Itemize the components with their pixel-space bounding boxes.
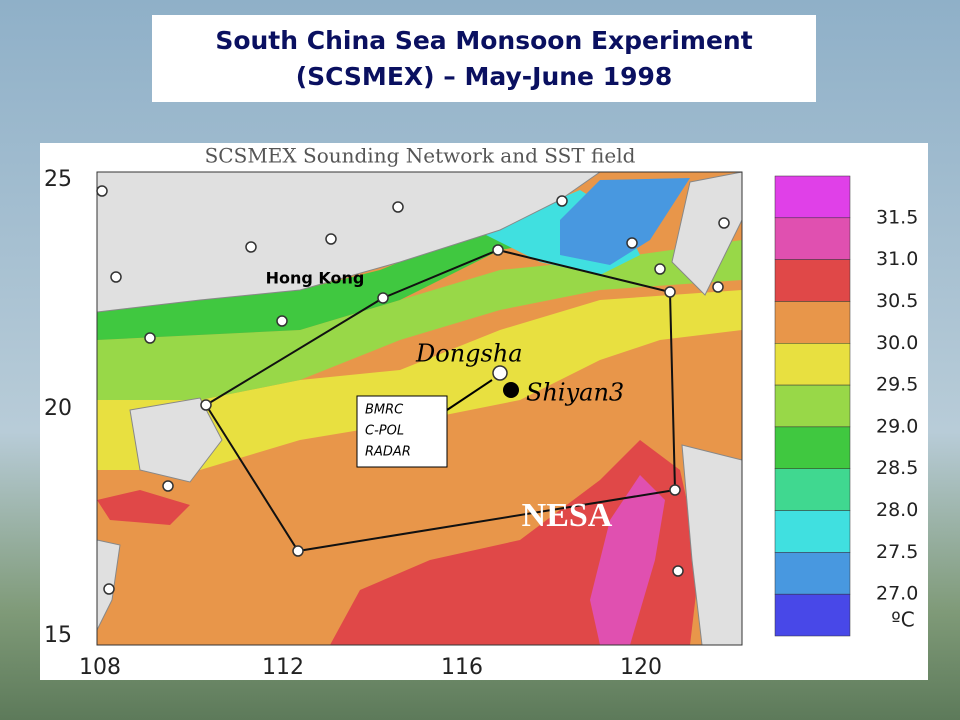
place-label: Hong Kong	[266, 269, 365, 288]
title-box	[152, 15, 816, 102]
land	[681, 444, 742, 645]
lon-label: 108	[79, 655, 121, 680]
plot-frame	[96, 171, 743, 646]
place-label: Dongsha	[415, 340, 523, 368]
title: (SCSMEX) – May-June 1998	[296, 62, 673, 91]
colorbar-band	[774, 301, 851, 344]
colorbar-label: 30.5	[876, 290, 918, 312]
colorbar-band	[774, 343, 851, 386]
colorbar-band	[774, 593, 851, 637]
sst-light-green	[97, 240, 742, 400]
colorbar-band	[774, 426, 851, 469]
radar-arrow	[446, 379, 493, 411]
lon-label: 116	[441, 655, 483, 680]
colorbar-label: 28.5	[876, 457, 918, 479]
colorbar-band	[774, 259, 851, 302]
colorbar-label: 29.0	[876, 415, 918, 437]
sst-pink	[590, 475, 665, 645]
radar-label: RADAR	[365, 445, 411, 460]
land	[97, 172, 601, 313]
colorbar-unit: ºC	[891, 608, 914, 632]
land	[129, 397, 223, 483]
lat-label: 20	[44, 396, 72, 421]
lon-label: 112	[262, 655, 304, 680]
land	[671, 172, 742, 296]
lon-label: 120	[620, 655, 662, 680]
lat-label: 15	[44, 623, 72, 648]
colorbar-band	[774, 468, 851, 511]
colorbar-label: 31.5	[876, 206, 918, 228]
colorbar-label: 31.0	[876, 248, 918, 270]
colorbar-band	[774, 217, 851, 260]
colorbar-label: 28.0	[876, 499, 918, 521]
radar-box	[356, 395, 448, 468]
sst-field	[97, 172, 742, 645]
colorbar: 31.5 31.0 30.5 30.0 29.5 29.0 28.5 28.0 27.5 27.0	[774, 175, 918, 637]
stations	[96, 185, 730, 595]
colorbar-label: 30.0	[876, 332, 918, 354]
colorbar-band	[774, 175, 851, 219]
radar-label: C-POL	[365, 424, 404, 439]
sst-red	[97, 490, 190, 525]
colorbar-band	[774, 510, 851, 553]
colorbar-label: 29.5	[876, 374, 918, 396]
lat-label: 25	[44, 167, 72, 192]
title: South China Sea Monsoon Experiment	[215, 26, 752, 55]
colorbar-band	[774, 384, 851, 428]
sst-blue	[560, 178, 690, 265]
radar-label: BMRC	[365, 403, 404, 418]
shiyan3-marker	[503, 382, 519, 398]
map-title: SCSMEX Sounding Network and SST field	[205, 144, 636, 168]
colorbar-label: 27.5	[876, 541, 918, 563]
colorbar-band	[774, 552, 851, 595]
sst-green	[97, 195, 580, 340]
sst-yellow	[97, 290, 742, 470]
place-label: Shiyan3	[526, 379, 624, 407]
region-label: NESA	[522, 497, 613, 534]
colorbar-label: 27.0	[876, 583, 918, 605]
